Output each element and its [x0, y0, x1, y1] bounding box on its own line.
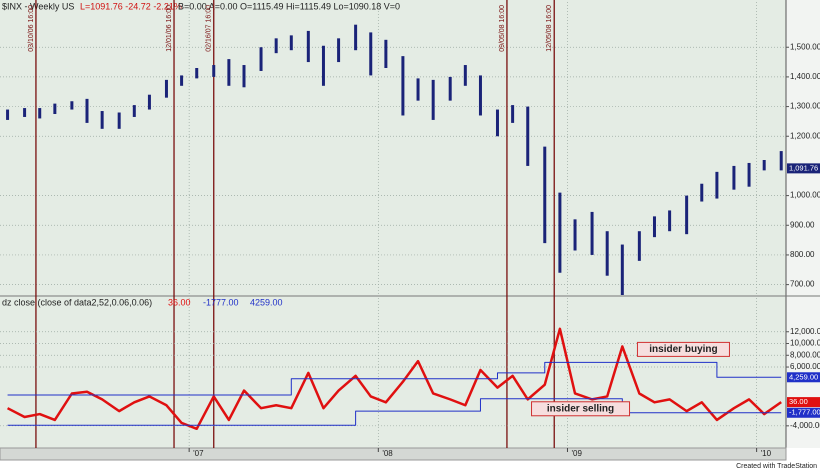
y-tick-label: 1,400.00: [790, 72, 820, 81]
price-tag: [787, 163, 820, 174]
footer: Created with TradeStation: [736, 463, 817, 470]
y-tick-label: 1,200.00: [790, 131, 820, 140]
x-tick-label: '07: [193, 449, 204, 458]
y-tick-label: 12,000.00: [790, 327, 820, 336]
event-label: 12/01/06 16:00: [166, 5, 173, 52]
price-tag-label: 1,091.76: [789, 163, 818, 172]
price-quote: L=1091.76 -24.72 -2.21%: [80, 1, 182, 11]
plot-background: [0, 0, 786, 448]
y-tick-label: 6,000.00: [790, 362, 820, 371]
y-tick-label: -4,000.00: [790, 421, 820, 430]
y-tick-label: 10,000.00: [790, 339, 820, 348]
indicator-line: [7, 398, 782, 426]
price-title: $INX - Weekly US: [2, 1, 74, 11]
value-tag-label: -1,777.00: [789, 408, 820, 417]
header-value: 4259.00: [250, 297, 283, 307]
y-tick-label: 800.00: [790, 250, 815, 259]
event-label: 09/05/08 16:00: [499, 5, 506, 52]
y-tick-label: 1,300.00: [790, 102, 820, 111]
annotation: insider selling: [547, 403, 614, 414]
x-tick-label: '10: [761, 449, 772, 458]
value-tag-label: 36.00: [789, 397, 808, 406]
indicator-line: [7, 361, 782, 396]
value-tag: [787, 397, 820, 408]
value-tag: [787, 407, 820, 418]
header-value: -1777.00: [203, 297, 239, 307]
y-tick-label: 900.00: [790, 220, 815, 229]
indicator-title: dz close (close of data2,52,0.06,0.06): [2, 297, 152, 307]
event-label: 12/05/08 16:00: [546, 5, 553, 52]
scrollbar[interactable]: [0, 447, 787, 461]
price-quote-rest: B=0.00 A=0.00 O=1115.49 Hi=1115.49 Lo=10…: [178, 1, 400, 11]
event-label: 03/10/06 16:00: [28, 5, 35, 52]
header-value: 36.00: [168, 297, 191, 307]
event-label: 02/16/07 16:00: [206, 5, 213, 52]
indicator-line: [6, 327, 782, 431]
x-tick-label: '09: [571, 449, 582, 458]
y-tick-label: 1,000.00: [790, 191, 820, 200]
value-tag-label: 4,259.00: [789, 372, 818, 381]
y-tick-label: 1,500.00: [790, 42, 820, 51]
annotation-box: [531, 401, 631, 417]
annotation: insider buying: [649, 344, 717, 355]
x-tick-label: '08: [382, 449, 393, 458]
y-tick-label: 8,000.00: [790, 350, 820, 359]
value-tag: [787, 372, 820, 383]
y-tick-label: 700.00: [790, 280, 815, 289]
annotation-box: [636, 341, 730, 357]
